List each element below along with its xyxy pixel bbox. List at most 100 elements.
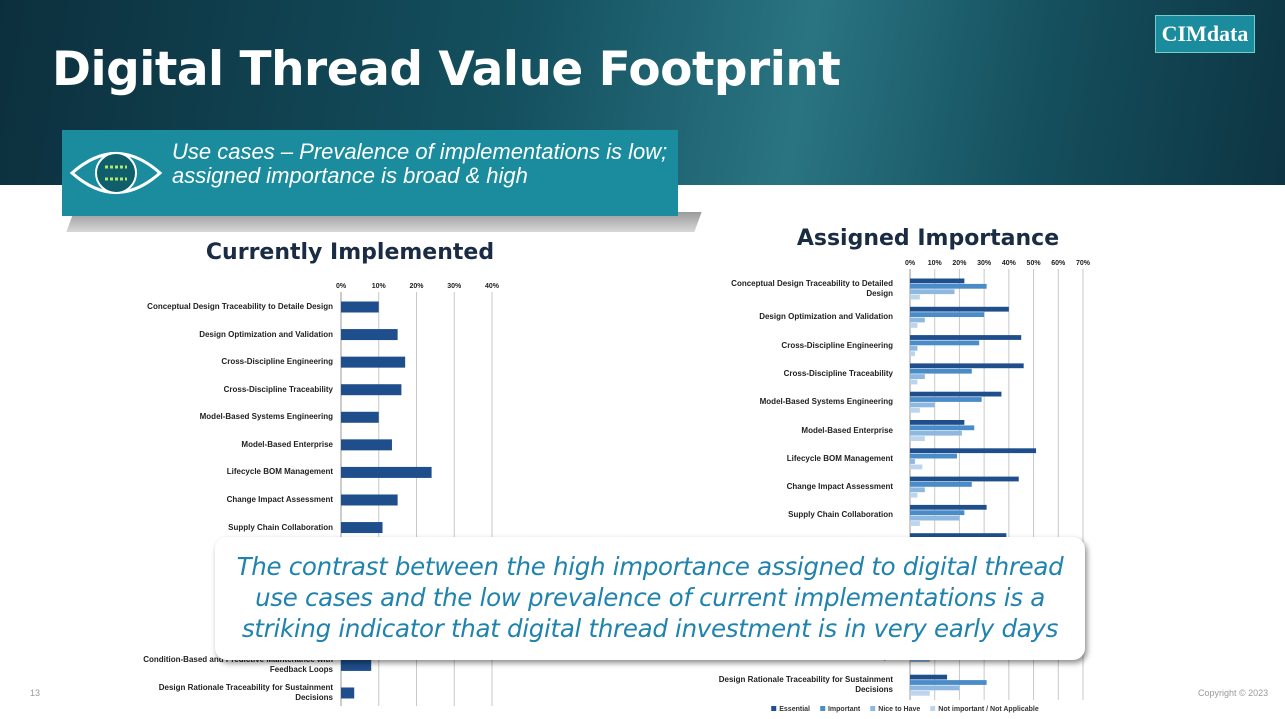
- bar: [910, 453, 957, 459]
- x-tick-label: 20%: [409, 283, 424, 290]
- legend-swatch: [870, 706, 876, 711]
- bar: [910, 397, 982, 402]
- legend-item: Important: [819, 706, 861, 713]
- legend-swatch: [930, 706, 936, 711]
- bar: [910, 294, 920, 300]
- category-label: Model-Based Systems Engineering: [199, 412, 333, 422]
- category-label: Lifecycle BOM Management: [786, 453, 893, 463]
- category-label: Supply Chain Collaboration: [228, 522, 333, 532]
- bar: [341, 659, 372, 671]
- x-tick-label: 30%: [977, 260, 992, 267]
- legend-label: Important: [827, 706, 861, 713]
- bar: [910, 430, 962, 436]
- slide-title: Digital Thread Value Footprint: [52, 42, 841, 97]
- bar: [910, 674, 948, 680]
- bar: [341, 687, 355, 699]
- bar: [910, 487, 925, 493]
- bar: [910, 340, 980, 346]
- bar: [341, 466, 432, 478]
- bar: [910, 306, 1009, 312]
- legend-swatch: [819, 706, 825, 711]
- bar: [910, 685, 960, 691]
- bar: [910, 459, 915, 464]
- note-text: The contrast between the high importance…: [236, 552, 1064, 643]
- eye-icon: [69, 152, 163, 194]
- bar: [910, 492, 918, 498]
- legend-item: Not important / Not Applicable: [930, 706, 1039, 713]
- x-tick-label: 50%: [1026, 260, 1041, 267]
- x-tick-label: 10%: [371, 283, 386, 290]
- category-label: Design Optimization and Validation: [199, 329, 333, 339]
- category-label: Cross-Discipline Engineering: [781, 340, 893, 350]
- x-tick-label: 40%: [484, 283, 500, 290]
- bar: [341, 329, 398, 341]
- category-label: Conceptual Design Traceability to Detail…: [731, 279, 893, 298]
- bar: [910, 420, 965, 425]
- legend-label: Essential: [779, 706, 810, 713]
- bar: [910, 289, 955, 295]
- x-tick-label: 10%: [927, 260, 942, 267]
- legend-swatch: [771, 706, 777, 711]
- category-label: Design Rationale Traceability for Sustai…: [158, 682, 333, 702]
- bar: [910, 476, 1019, 482]
- category-label: Conceptual Design Traceability to Detail…: [147, 302, 333, 311]
- category-label: Lifecycle BOM Management: [226, 467, 333, 477]
- bar: [910, 402, 935, 408]
- x-tick-label: 0%: [904, 260, 916, 267]
- bar: [910, 345, 918, 351]
- legend: Essential Important Nice to Have Not import…: [771, 706, 1039, 713]
- logo: CIMdata: [1156, 16, 1254, 52]
- bar: [910, 283, 987, 289]
- callout-text: Use cases – Prevalence of implementation…: [172, 139, 668, 188]
- bar: [910, 351, 915, 357]
- bar: [341, 411, 379, 423]
- category-label: Model-Based Systems Engineering: [759, 397, 893, 407]
- bar: [910, 363, 1024, 369]
- bar: [910, 464, 923, 470]
- bar: [910, 510, 965, 516]
- bar: [910, 323, 918, 328]
- bar: [910, 379, 918, 385]
- note-box: The contrast between the high importance…: [215, 537, 1085, 660]
- bar: [341, 494, 398, 506]
- chart-title: Currently Implemented: [205, 240, 495, 265]
- bar: [910, 515, 960, 521]
- legend-item: Essential: [771, 706, 810, 713]
- bar: [910, 690, 930, 696]
- page-number: 13: [30, 688, 41, 698]
- category-label: Cross-Discipline Traceability: [783, 368, 893, 378]
- chart-title: Assigned Importance: [796, 226, 1060, 251]
- bar: [910, 278, 965, 284]
- category-label: Model-Based Enterprise: [241, 439, 333, 449]
- bar: [910, 374, 925, 379]
- x-tick-label: 70%: [1075, 260, 1091, 267]
- bar: [910, 533, 1007, 538]
- bar: [341, 356, 406, 368]
- category-label: Change Impact Assessment: [786, 482, 893, 492]
- category-label: Cross-Discipline Traceability: [223, 384, 333, 394]
- bar: [910, 368, 972, 374]
- legend-label: Not important / Not Applicable: [938, 706, 1039, 713]
- x-tick-label: 40%: [1001, 260, 1016, 267]
- bar: [910, 335, 1022, 340]
- category-label: Design Optimization and Validation: [759, 312, 893, 322]
- bar: [910, 482, 972, 487]
- x-tick-label: 0%: [335, 283, 347, 290]
- bar: [910, 312, 985, 317]
- legend-item: Nice to Have: [870, 706, 920, 713]
- legend-label: Nice to Have: [878, 706, 921, 713]
- category-label: Design Rationale Traceability for Sustai…: [718, 675, 893, 695]
- category-label: Change Impact Assessment: [226, 494, 333, 504]
- bar: [910, 504, 987, 510]
- bar: [341, 384, 402, 396]
- bar: [910, 425, 975, 431]
- bar: [910, 521, 920, 526]
- bar: [910, 680, 987, 685]
- bar: [910, 448, 1037, 454]
- bar: [341, 301, 379, 313]
- x-tick-label: 20%: [952, 260, 967, 267]
- copyright: Copyright © 2023: [1198, 688, 1269, 698]
- bar: [910, 317, 925, 323]
- x-tick-label: 30%: [447, 283, 462, 290]
